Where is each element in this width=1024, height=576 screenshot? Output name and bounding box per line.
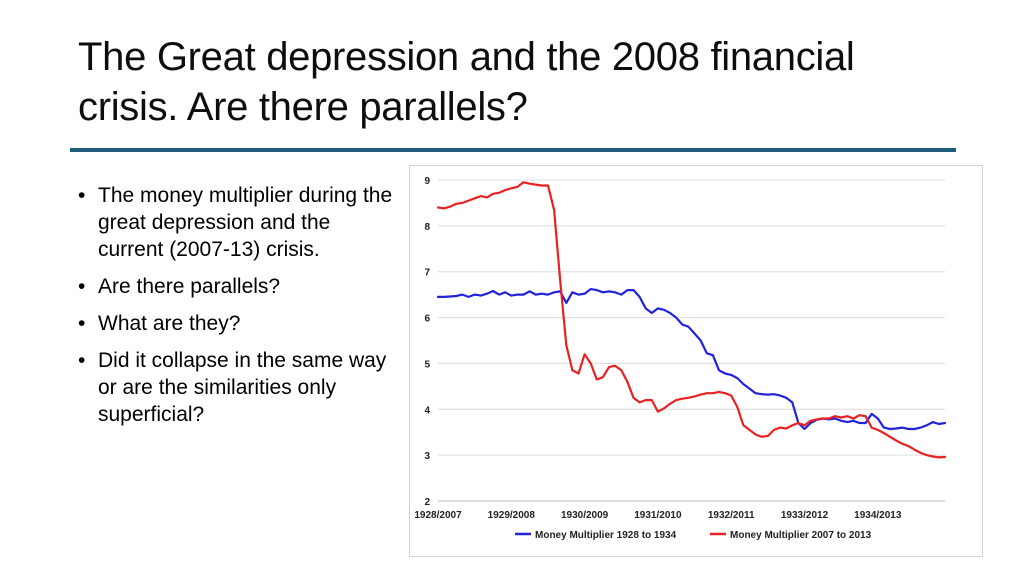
slide-title: The Great depression and the 2008 financ… (78, 35, 855, 129)
bullet-text: Are there parallels? (98, 275, 281, 298)
x-tick-label: 1928/2007 (414, 510, 462, 521)
series-line-1 (436, 287, 947, 431)
y-tick-label: 9 (424, 176, 430, 187)
bullet-item: • Are there parallels? (78, 273, 398, 300)
bullet-glyph: • (78, 312, 86, 335)
x-tick-label: 1932/2011 (708, 510, 755, 521)
bullet-text: What are they? (98, 312, 241, 335)
chart-svg: 2 3 4 5 6 7 8 9 1928/2007 1929/2008 1930/2009 1931/… (414, 176, 947, 541)
y-tick-label: 5 (424, 359, 430, 370)
series-line-2 (436, 181, 947, 459)
bullet-text: Did it collapse in the same way or are t… (98, 349, 387, 426)
y-tick-label: 3 (424, 451, 430, 462)
x-tick-label: 1929/2008 (488, 510, 536, 521)
x-tick-label: 1931/2010 (634, 510, 682, 521)
x-tick-label: 1934/2013 (854, 510, 902, 521)
y-tick-label: 6 (424, 314, 430, 325)
bullet-item: • The money multiplier during the great … (78, 182, 398, 263)
bullet-item: • Did it collapse in the same way or are… (78, 347, 398, 428)
legend-label: Money Multiplier 1928 to 1934 (535, 530, 677, 541)
bullet-glyph: • (78, 349, 86, 372)
money-multiplier-chart: 2 3 4 5 6 7 8 9 1928/2007 1929/2008 1930/2009 1931/… (409, 165, 983, 557)
legend-label: Money Multiplier 2007 to 2013 (730, 530, 872, 541)
x-tick-label: 1930/2009 (561, 510, 609, 521)
bullet-text: The money multiplier during the great de… (98, 184, 393, 261)
x-tick-label: 1933/2012 (781, 510, 829, 521)
bullet-glyph: • (78, 184, 86, 207)
y-tick-label: 2 (424, 497, 430, 508)
y-tick-label: 4 (424, 405, 430, 416)
y-tick-label: 7 (424, 268, 430, 279)
title-underline (70, 148, 956, 152)
y-tick-label: 8 (424, 222, 430, 233)
bullet-glyph: • (78, 275, 86, 298)
bullet-list: • The money multiplier during the great … (78, 182, 398, 438)
bullet-item: • What are they? (78, 310, 398, 337)
